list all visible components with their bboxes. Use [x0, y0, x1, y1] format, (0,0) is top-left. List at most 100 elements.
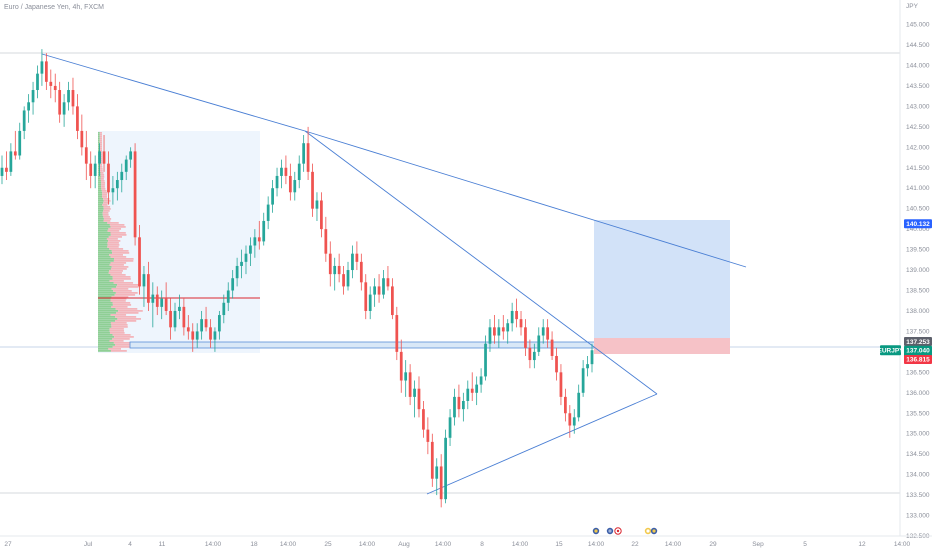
candle-body[interactable]	[537, 335, 541, 352]
candle-body[interactable]	[107, 163, 110, 193]
candle-body[interactable]	[355, 253, 359, 262]
candle-body[interactable]	[391, 286, 394, 316]
candle-body[interactable]	[182, 306, 186, 328]
candle-body[interactable]	[386, 278, 390, 287]
candle-body[interactable]	[293, 180, 297, 193]
candle-body[interactable]	[169, 310, 172, 328]
target-zone[interactable]	[594, 220, 730, 338]
descending-trendline-extension[interactable]	[304, 130, 747, 268]
candle-body[interactable]	[493, 327, 496, 336]
candle-body[interactable]	[333, 265, 337, 275]
candle-body[interactable]	[461, 400, 465, 410]
candle-body[interactable]	[342, 274, 345, 287]
candle-body[interactable]	[204, 319, 208, 328]
candle-body[interactable]	[36, 73, 39, 91]
candle-body[interactable]	[577, 392, 581, 418]
candle-body[interactable]	[439, 466, 443, 500]
candle-body[interactable]	[532, 351, 536, 361]
candle-body[interactable]	[550, 339, 554, 356]
candle-body[interactable]	[422, 409, 425, 430]
candle-body[interactable]	[195, 331, 199, 340]
candle-body[interactable]	[488, 327, 492, 344]
candle-body[interactable]	[404, 372, 408, 381]
candle-body[interactable]	[249, 245, 252, 254]
candle-body[interactable]	[519, 319, 523, 328]
candle-body[interactable]	[124, 159, 128, 172]
candle-body[interactable]	[515, 310, 518, 320]
candle-body[interactable]	[191, 331, 195, 340]
candle-body[interactable]	[231, 278, 235, 291]
candle-body[interactable]	[213, 331, 217, 340]
candle-body[interactable]	[501, 327, 505, 332]
stop-zone[interactable]	[594, 338, 730, 354]
candle-body[interactable]	[324, 229, 328, 254]
candle-body[interactable]	[13, 151, 17, 156]
candle-body[interactable]	[147, 274, 150, 303]
candle-body[interactable]	[590, 350, 594, 365]
candle-body[interactable]	[142, 274, 146, 287]
candle-body[interactable]	[479, 376, 483, 385]
candle-body[interactable]	[328, 253, 332, 275]
candle-body[interactable]	[31, 90, 35, 103]
candle-body[interactable]	[546, 327, 550, 340]
candle-body[interactable]	[155, 294, 159, 307]
candle-body[interactable]	[373, 286, 377, 295]
candle-body[interactable]	[93, 163, 97, 176]
candle-body[interactable]	[524, 327, 527, 348]
candle-body[interactable]	[506, 323, 510, 332]
candle-body[interactable]	[275, 175, 279, 189]
triangle-upper-line[interactable]	[304, 130, 658, 395]
candle-body[interactable]	[448, 417, 452, 438]
candle-body[interactable]	[253, 237, 257, 246]
candle-body[interactable]	[572, 417, 576, 426]
candle-body[interactable]	[217, 315, 221, 332]
candle-body[interactable]	[244, 253, 248, 262]
price-tag[interactable]	[904, 354, 932, 364]
candle-body[interactable]	[475, 384, 479, 393]
candle-body[interactable]	[377, 286, 381, 295]
candle-body[interactable]	[222, 302, 226, 316]
candle-body[interactable]	[44, 61, 48, 82]
time-axis[interactable]: 27 Jul 4 11 14:00 18 14:00 25 14:00 Aug 14:00 8 14:0…	[4, 541, 910, 548]
candle-body[interactable]	[40, 61, 44, 74]
candle-body[interactable]	[133, 151, 137, 238]
candle-body[interactable]	[226, 290, 230, 303]
candle-body[interactable]	[417, 388, 421, 410]
candle-body[interactable]	[453, 396, 456, 418]
candle-body[interactable]	[138, 237, 141, 287]
candle-body[interactable]	[71, 90, 75, 107]
candle-body[interactable]	[302, 143, 306, 164]
candle-body[interactable]	[444, 437, 447, 500]
candle-body[interactable]	[115, 180, 119, 189]
candle-body[interactable]	[235, 265, 239, 279]
candle-body[interactable]	[0, 167, 4, 176]
candle-body[interactable]	[497, 327, 501, 336]
candle-body[interactable]	[315, 200, 319, 209]
candle-body[interactable]	[284, 167, 288, 176]
candle-body[interactable]	[408, 372, 412, 397]
candle-body[interactable]	[257, 237, 261, 242]
entry-box[interactable]	[129, 341, 676, 349]
candle-body[interactable]	[541, 327, 545, 336]
descending-trendline-major[interactable]	[41, 53, 306, 132]
candle-body[interactable]	[76, 106, 79, 131]
candle-body[interactable]	[18, 130, 22, 156]
candle-body[interactable]	[528, 347, 532, 361]
candle-body[interactable]	[22, 110, 26, 131]
candle-body[interactable]	[62, 102, 66, 115]
candle-body[interactable]	[111, 188, 115, 193]
candle-body[interactable]	[457, 396, 461, 410]
candle-body[interactable]	[173, 310, 177, 328]
candle-body[interactable]	[413, 388, 416, 397]
candle-body[interactable]	[466, 388, 470, 401]
candle-body[interactable]	[351, 253, 354, 271]
candle-body[interactable]	[209, 327, 212, 340]
candle-body[interactable]	[280, 167, 283, 176]
candle-body[interactable]	[271, 188, 274, 205]
candle-body[interactable]	[430, 441, 434, 479]
candle-body[interactable]	[435, 466, 439, 479]
candle-body[interactable]	[359, 261, 363, 283]
candle-body[interactable]	[564, 396, 567, 414]
candle-body[interactable]	[58, 90, 62, 115]
